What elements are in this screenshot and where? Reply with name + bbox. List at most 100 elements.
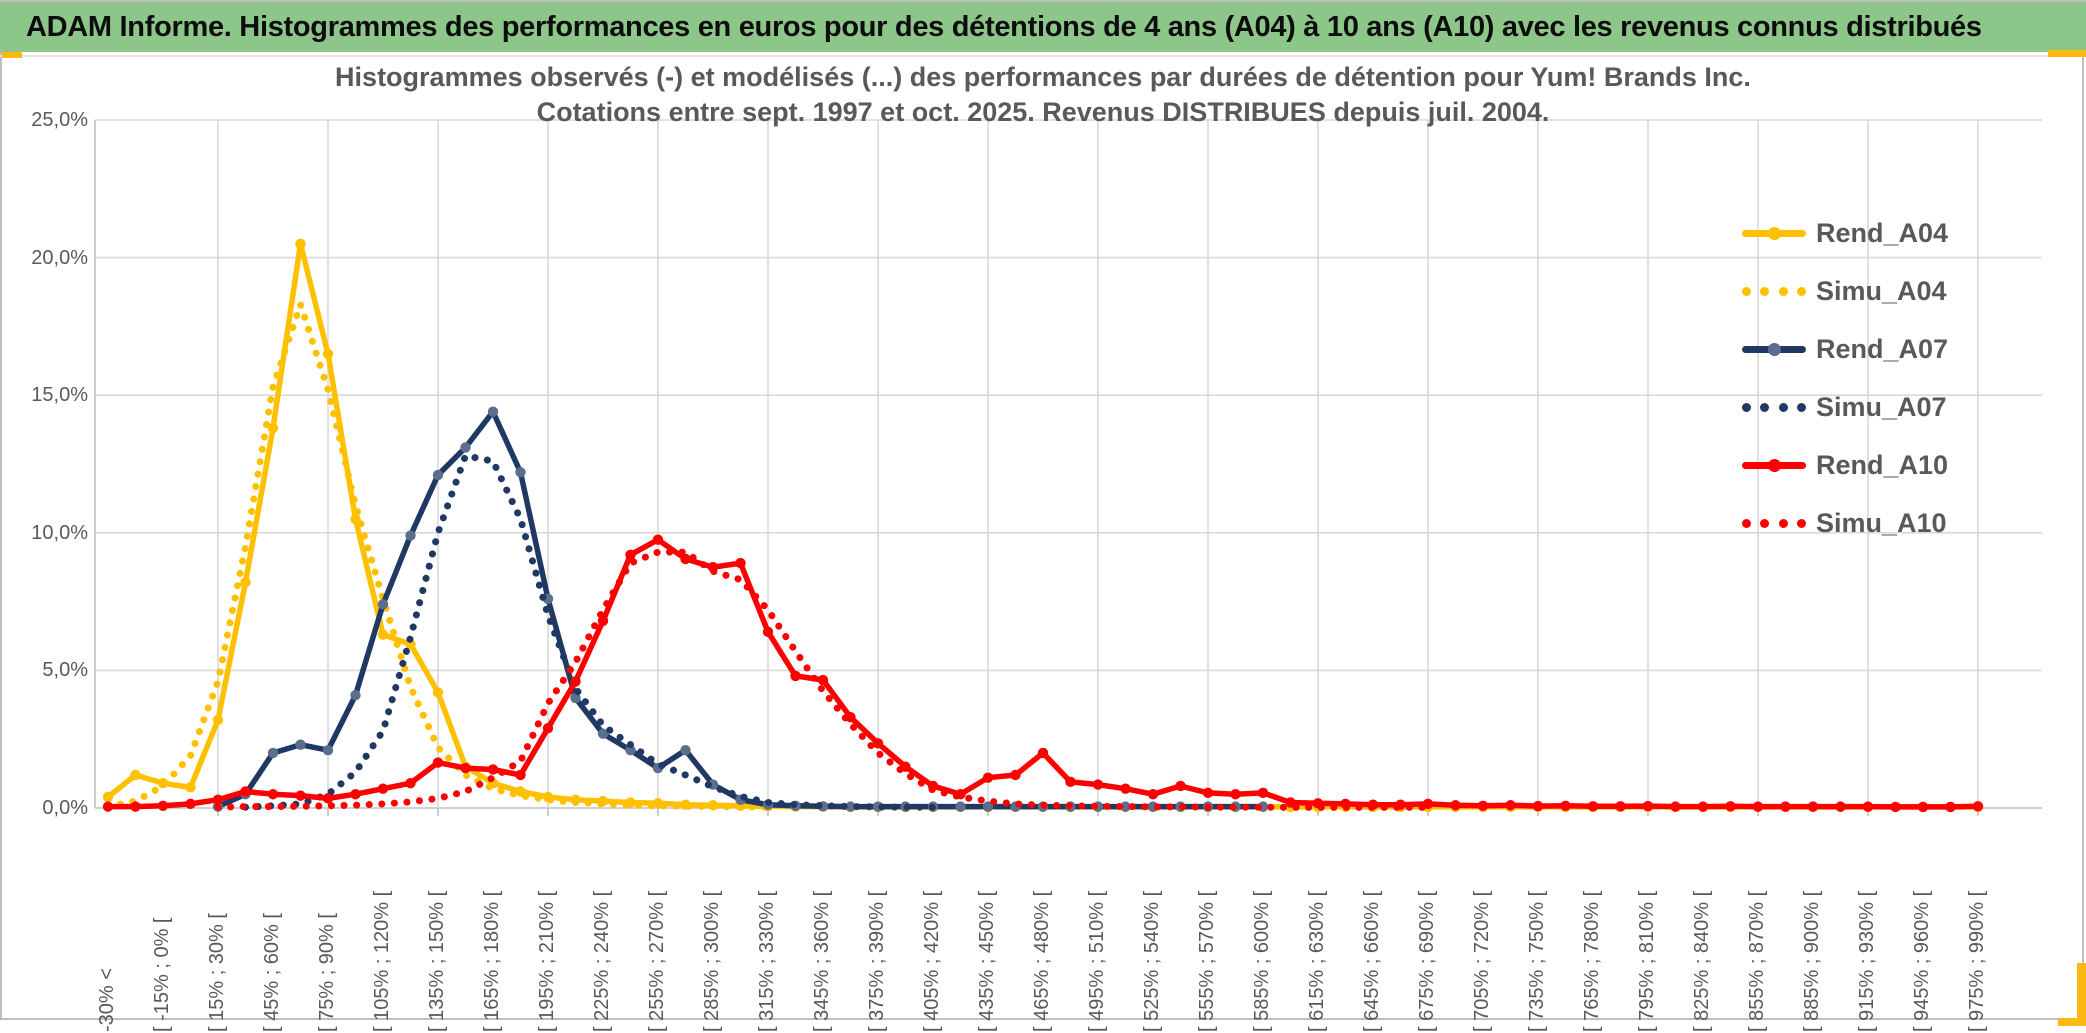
marker-Rend_A10 <box>1175 780 1186 792</box>
marker-Rend_A04 <box>185 782 196 793</box>
marker-Rend_A04 <box>102 791 114 803</box>
marker-Rend_A04 <box>267 423 279 434</box>
marker-Rend_A10 <box>1285 797 1296 808</box>
marker-Rend_A10 <box>790 670 801 682</box>
x-tick-label: [ 105% ; 120% [ <box>371 890 393 1032</box>
legend-dot <box>1796 403 1806 412</box>
marker-Rend_A07 <box>405 530 416 541</box>
x-tick-label: [ 195% ; 210% [ <box>536 890 558 1032</box>
x-tick-label: [ 285% ; 300% [ <box>701 890 723 1032</box>
legend-item-Rend_A07[interactable]: Rend_A07 <box>1742 331 1948 367</box>
marker-Rend_A10 <box>1560 800 1571 811</box>
legend-dot <box>1778 519 1788 528</box>
marker-Rend_A10 <box>1835 801 1846 812</box>
marker-Rend_A10 <box>267 789 279 800</box>
series-Simu_A04 <box>104 293 772 811</box>
marker-Rend_A04 <box>240 577 251 588</box>
legend-dots <box>1742 519 1806 528</box>
marker-Rend_A07 <box>982 801 994 812</box>
marker-Rend_A07 <box>432 469 444 481</box>
legend-dots <box>1742 287 1806 296</box>
series-Rend_A10 <box>108 536 1979 810</box>
legend-swatch-solid <box>1742 225 1806 241</box>
marker-Rend_A10 <box>350 789 361 800</box>
y-tick-label: 15,0% <box>31 384 88 407</box>
legend-dot <box>1796 519 1806 528</box>
marker-Rend_A10 <box>1862 801 1874 812</box>
legend-item-Rend_A10[interactable]: Rend_A10 <box>1742 447 1948 483</box>
legend-dot <box>1760 287 1770 296</box>
x-tick-label: [ 75% ; 90% [ <box>316 913 338 1032</box>
marker-Rend_A10 <box>1752 801 1764 812</box>
legend-dots <box>1742 403 1806 412</box>
marker-Rend_A10 <box>1670 801 1681 812</box>
x-tick-label: [ 975% ; 990% [ <box>1966 890 1988 1032</box>
x-tick-label: [ 675% ; 690% [ <box>1416 890 1438 1032</box>
x-tick-label: [ 825% ; 840% [ <box>1691 890 1713 1032</box>
chart-legend: Rend_A04 Simu_A04 Rend_A07 Simu_A07 Rend_A10… <box>1742 215 1948 563</box>
legend-item-Simu_A04[interactable]: Simu_A04 <box>1742 273 1948 309</box>
marker-Rend_A10 <box>322 793 334 804</box>
marker-Rend_A10 <box>240 786 251 797</box>
series-Simu_A10 <box>214 548 1432 811</box>
legend-marker <box>1768 459 1781 472</box>
series-Rend_A04 <box>106 241 1978 810</box>
marker-Rend_A07 <box>295 739 306 750</box>
x-tick-label: [ 555% ; 570% [ <box>1196 890 1218 1032</box>
legend-marker <box>1768 343 1781 356</box>
marker-Rend_A07 <box>267 747 279 759</box>
x-tick-label: [ 135% ; 150% [ <box>426 890 448 1032</box>
marker-Rend_A07 <box>597 728 609 739</box>
marker-Rend_A10 <box>1917 801 1929 813</box>
legend-label: Rend_A04 <box>1816 217 1949 248</box>
marker-Rend_A07 <box>955 801 966 812</box>
y-tick-label: 5,0% <box>42 659 88 682</box>
accent-right-edge <box>2077 963 2086 1026</box>
legend-item-Simu_A10[interactable]: Simu_A10 <box>1742 505 1948 541</box>
legend-dot <box>1742 287 1751 296</box>
legend-dot <box>1760 403 1770 412</box>
x-tick-label: [ 525% ; 540% [ <box>1141 890 1163 1032</box>
x-tick-label: [ 15% ; 30% [ <box>206 913 228 1032</box>
y-tick-label: 25,0% <box>31 109 88 131</box>
x-tick-label: [ 645% ; 660% [ <box>1361 890 1383 1032</box>
accent-bottom-right-corner <box>2058 1018 2086 1026</box>
marker-Rend_A10 <box>762 626 774 638</box>
legend-dot <box>1742 403 1751 412</box>
legend-dot <box>1796 287 1806 296</box>
marker-Rend_A10 <box>1587 801 1599 812</box>
marker-Rend_A10 <box>212 794 224 805</box>
marker-Rend_A10 <box>1010 769 1021 781</box>
legend-item-Simu_A07[interactable]: Simu_A07 <box>1742 389 1948 425</box>
legend-label: Simu_A04 <box>1816 275 1947 306</box>
marker-Rend_A04 <box>295 238 306 250</box>
marker-Rend_A07 <box>515 467 526 478</box>
marker-Rend_A10 <box>1147 789 1159 800</box>
marker-Rend_A10 <box>1890 801 1901 813</box>
marker-Rend_A10 <box>1615 801 1626 812</box>
chart-title: Histogrammes observés (-) et modélisés (… <box>0 60 2086 130</box>
x-tick-label: [ 705% ; 720% [ <box>1471 890 1493 1032</box>
banner: ADAM Informe. Histogrammes des performan… <box>0 2 2086 52</box>
x-tick-label: [ 465% ; 480% [ <box>1031 890 1053 1032</box>
x-tick-label: [ 405% ; 420% [ <box>921 890 943 1032</box>
legend-item-Rend_A04[interactable]: Rend_A04 <box>1742 215 1948 251</box>
marker-Rend_A10 <box>157 800 169 811</box>
x-tick-label: [ 615% ; 630% [ <box>1306 890 1328 1032</box>
marker-Rend_A10 <box>295 790 306 801</box>
marker-Rend_A07 <box>570 692 581 704</box>
marker-Rend_A07 <box>845 801 856 812</box>
legend-swatch-solid <box>1742 341 1806 357</box>
legend-marker <box>1768 227 1781 240</box>
x-tick-label: [ 345% ; 360% [ <box>811 890 833 1032</box>
x-tick-label: [ 45% ; 60% [ <box>261 913 283 1032</box>
marker-Rend_A10 <box>1505 800 1516 811</box>
x-tick-label: [ 375% ; 390% [ <box>866 890 888 1032</box>
x-tick-label: [ -15% ; 0% [ <box>151 917 173 1033</box>
marker-Rend_A10 <box>1972 801 1984 812</box>
x-tick-label: [ 435% ; 450% [ <box>976 890 998 1032</box>
legend-label: Simu_A07 <box>1816 391 1947 422</box>
marker-Rend_A04 <box>377 629 389 640</box>
marker-Rend_A10 <box>1780 801 1791 812</box>
